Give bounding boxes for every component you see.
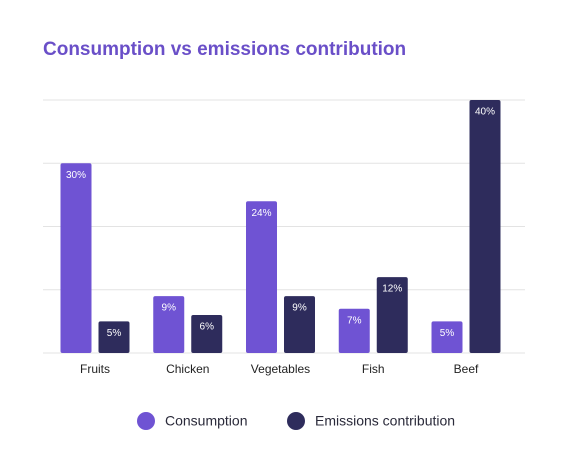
bar <box>284 296 315 353</box>
bar <box>338 308 370 353</box>
x-tick-label: Vegetables <box>251 362 310 376</box>
bar <box>191 315 223 353</box>
value-label: 5% <box>440 328 455 339</box>
x-tick-label: Fruits <box>80 362 110 376</box>
value-label: 24% <box>251 208 271 219</box>
chart-title: Consumption vs emissions contribution <box>43 39 406 60</box>
value-label: 5% <box>107 328 122 339</box>
value-label: 12% <box>382 284 402 295</box>
bar <box>469 100 501 353</box>
legend-label: Emissions contribution <box>315 413 455 429</box>
legend-marker <box>137 412 155 430</box>
x-tick-label: Fish <box>362 362 385 376</box>
value-label: 9% <box>162 303 177 314</box>
value-label: 30% <box>66 170 86 181</box>
value-label: 9% <box>292 303 307 314</box>
bar <box>431 321 463 353</box>
bar <box>60 163 92 353</box>
value-label: 40% <box>475 107 495 118</box>
bar <box>153 296 185 353</box>
x-tick-label: Beef <box>454 362 479 376</box>
value-label: 6% <box>200 322 215 333</box>
bar <box>98 321 130 353</box>
legend-marker <box>287 412 305 430</box>
legend-label: Consumption <box>165 413 248 429</box>
value-label: 7% <box>347 315 362 326</box>
bar <box>376 277 408 353</box>
bar <box>246 201 277 353</box>
x-tick-label: Chicken <box>166 362 209 376</box>
